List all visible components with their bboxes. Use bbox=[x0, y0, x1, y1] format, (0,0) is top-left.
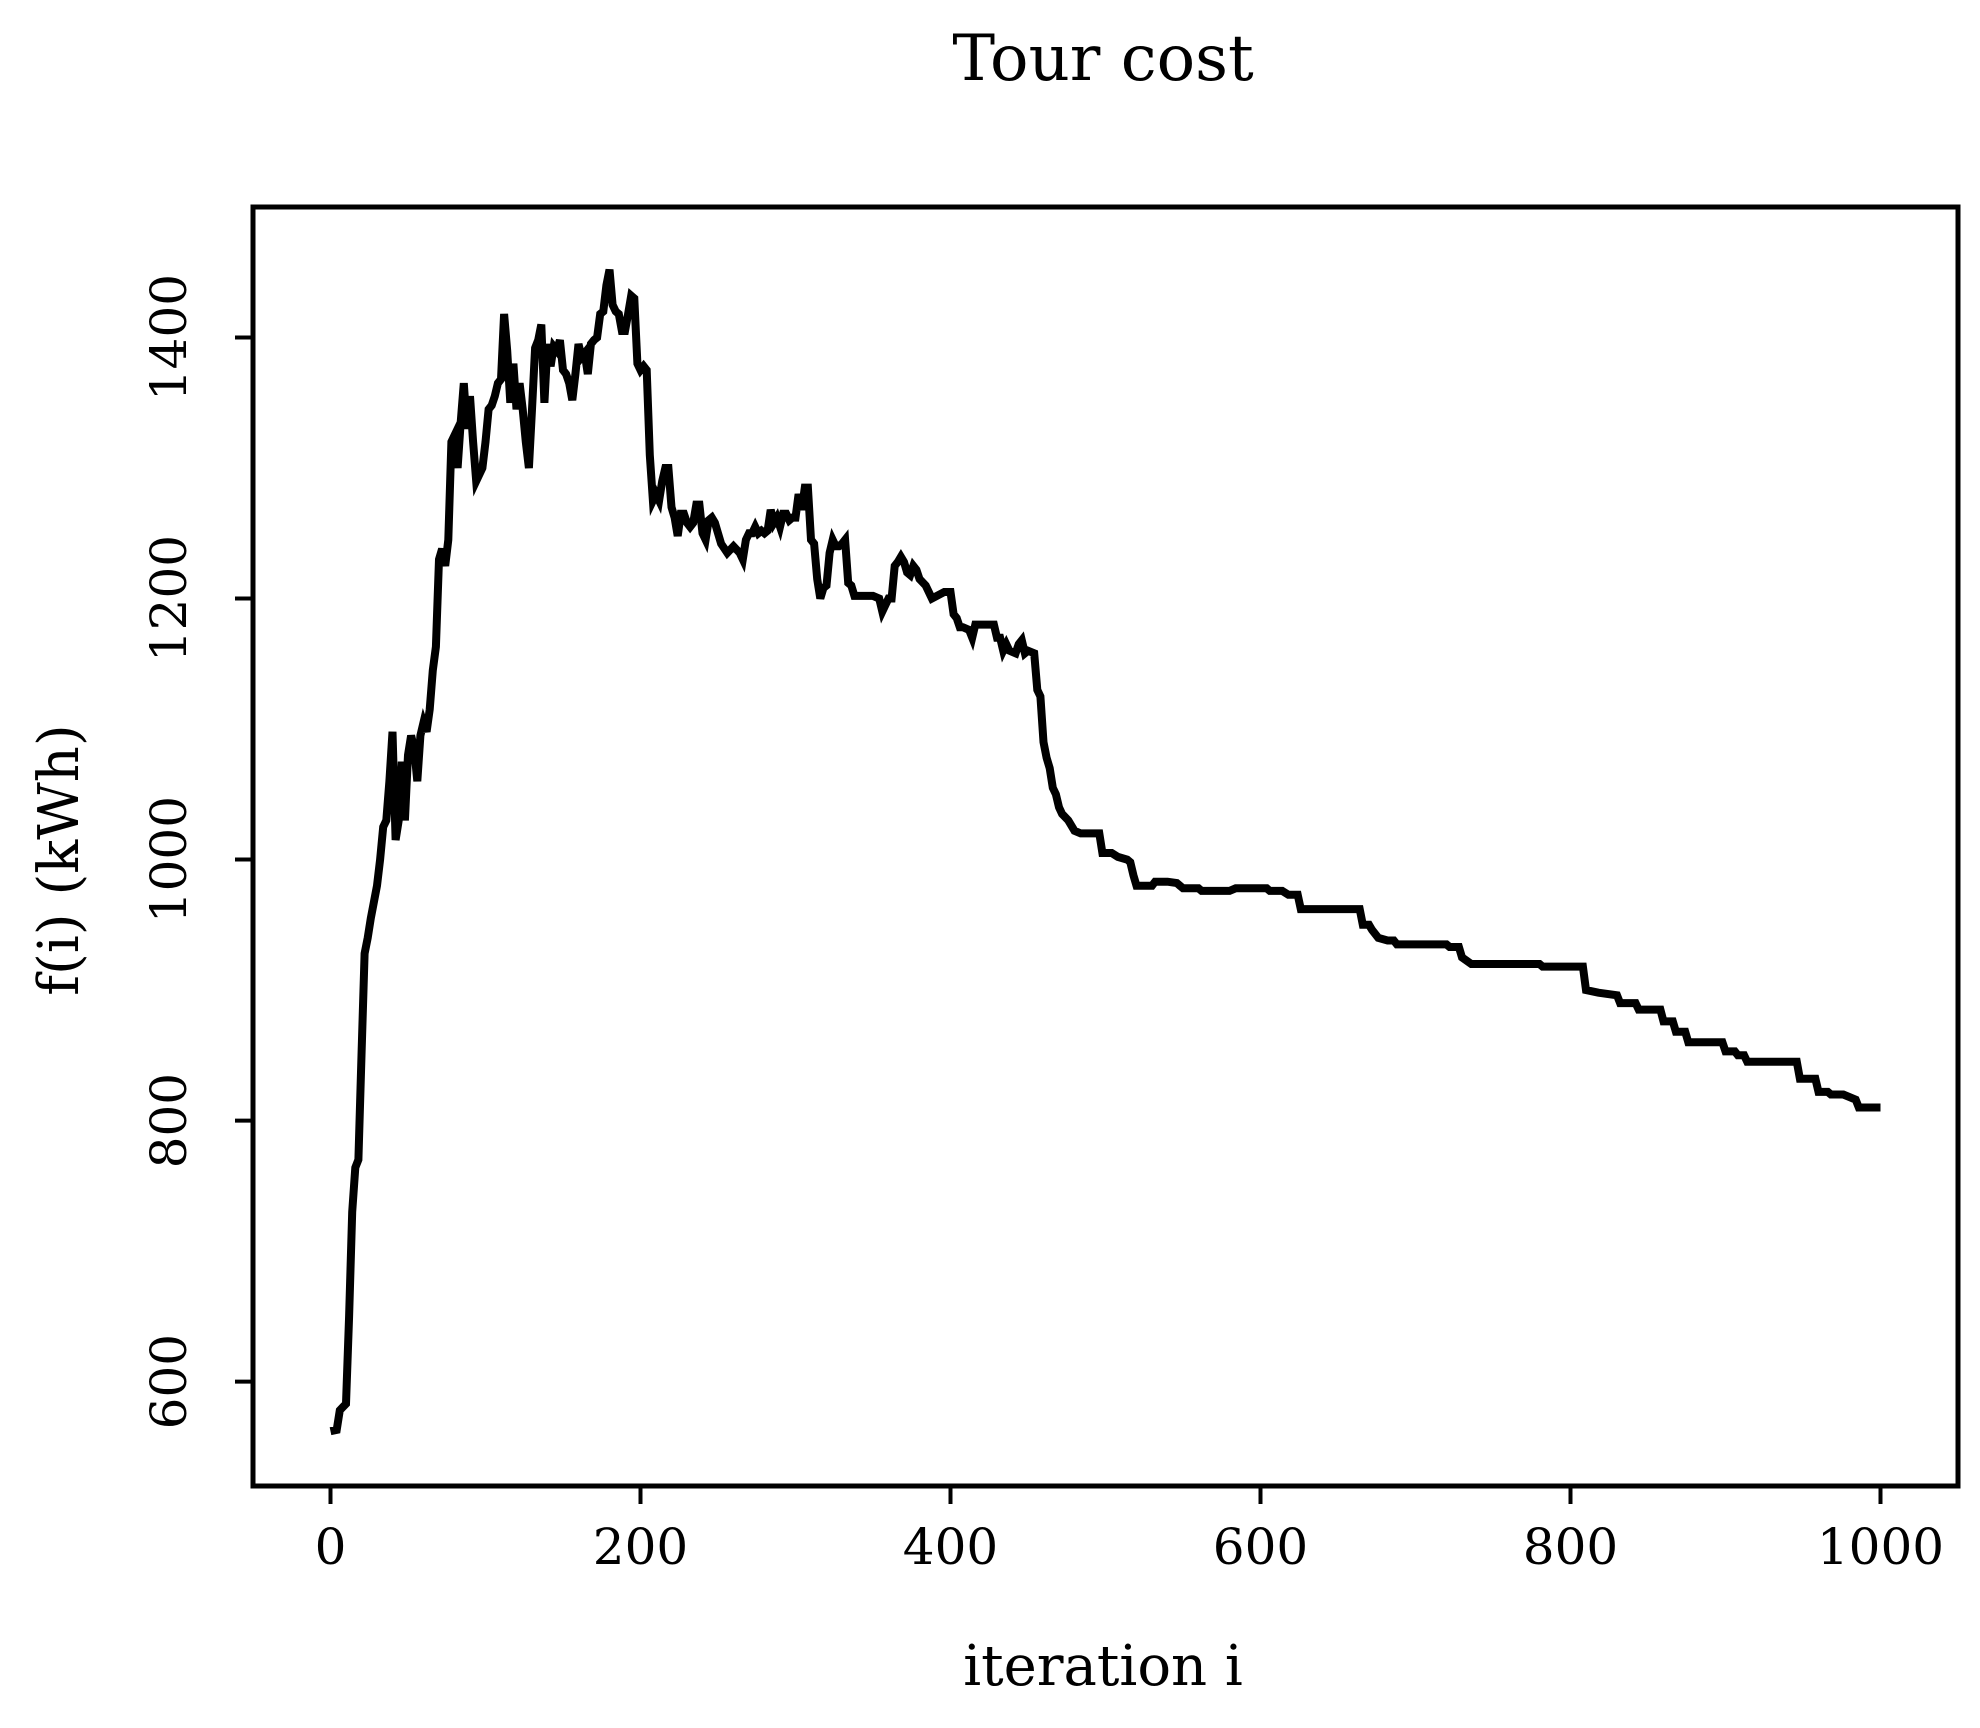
y-axis: 600 800 1000 1200 1400 bbox=[140, 274, 253, 1429]
plot-frame bbox=[250, 204, 1961, 1489]
x-tick-label: 1000 bbox=[1817, 1518, 1944, 1576]
x-axis-label: iteration i bbox=[963, 1634, 1243, 1699]
x-tick-label: 400 bbox=[903, 1518, 998, 1576]
y-tick-label: 1400 bbox=[140, 274, 198, 401]
y-axis-label: f(i) (kWh) bbox=[27, 724, 92, 995]
y-tick-label: 1200 bbox=[140, 535, 198, 662]
x-tick-label: 600 bbox=[1213, 1518, 1308, 1576]
x-axis: 0 200 400 600 800 1000 bbox=[315, 1486, 1944, 1576]
y-tick-label: 600 bbox=[140, 1334, 198, 1429]
x-tick-label: 0 bbox=[315, 1518, 347, 1576]
plot-area bbox=[329, 268, 1881, 1436]
x-tick-label: 800 bbox=[1523, 1518, 1618, 1576]
y-tick-label: 800 bbox=[140, 1073, 198, 1168]
x-tick-label: 200 bbox=[593, 1518, 688, 1576]
chart-title: Tour cost bbox=[952, 22, 1254, 96]
series-line-0 bbox=[329, 268, 1881, 1436]
y-tick-label: 1000 bbox=[140, 796, 198, 923]
